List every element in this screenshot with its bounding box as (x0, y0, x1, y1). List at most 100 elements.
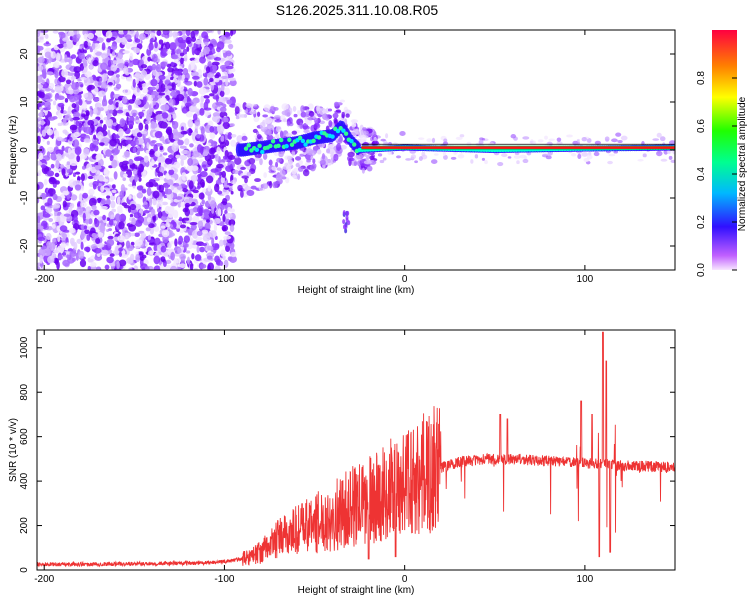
noise-blob (73, 241, 78, 250)
noise-blob (220, 135, 225, 142)
noise-blob (136, 87, 140, 93)
noise-blob (131, 129, 135, 135)
noise-blob (154, 237, 161, 246)
snr-line (37, 331, 675, 568)
noise-blob (135, 265, 139, 270)
noise-blob (155, 110, 164, 115)
scatter-blob (246, 189, 255, 197)
faint-blob (641, 141, 645, 147)
faint-blob (414, 160, 418, 164)
noise-blob (160, 47, 169, 57)
noise-blob (187, 87, 193, 97)
noise-blob (156, 243, 162, 253)
noise-blob (216, 41, 225, 50)
noise-blob (140, 64, 148, 69)
noise-blob (56, 225, 60, 232)
noise-blob (219, 64, 228, 70)
noise-blob (83, 246, 91, 252)
noise-blob (139, 33, 146, 41)
noise-blob (153, 265, 161, 270)
faint-blob (672, 149, 675, 155)
scatter-blob (312, 158, 316, 164)
noise-blob (138, 122, 144, 131)
noise-blob (215, 101, 224, 106)
scatter-blob (242, 102, 248, 110)
noise-blob (101, 249, 109, 257)
noise-blob (180, 183, 186, 187)
faint-blob (607, 160, 613, 165)
noise-blob (227, 154, 236, 160)
noise-blob (199, 171, 208, 178)
noise-blob (82, 58, 88, 68)
noise-blob (211, 206, 215, 214)
faint-blob (581, 136, 587, 142)
noise-blob (145, 149, 150, 155)
scatter-blob (240, 190, 244, 198)
y-tick-label: 10 (19, 96, 30, 108)
faint-blob (611, 138, 618, 143)
scatter-blob (274, 115, 281, 119)
noise-blob (206, 255, 213, 260)
noise-blob (199, 159, 205, 163)
noise-blob (37, 30, 41, 38)
noise-blob (116, 261, 120, 269)
noise-blob (53, 61, 60, 69)
noise-blob (122, 96, 128, 104)
noise-blob (188, 180, 194, 190)
noise-blob (155, 63, 162, 73)
scatter-blob (252, 128, 258, 134)
scatter-blob (285, 133, 293, 138)
noise-blob (55, 180, 60, 185)
noise-blob (158, 92, 166, 96)
noise-blob (199, 263, 207, 269)
noise-blob (46, 146, 54, 153)
scatter-blob (292, 174, 297, 179)
noise-blob (104, 191, 113, 196)
noise-blob (216, 146, 221, 155)
noise-blob (119, 118, 126, 128)
faint-blob (668, 155, 673, 160)
noise-blob (199, 107, 205, 116)
noise-blob (53, 46, 60, 51)
noise-blob (177, 139, 184, 146)
noise-blob (128, 267, 133, 270)
noise-blob (185, 250, 191, 254)
scatter-blob (366, 165, 373, 172)
noise-blob (196, 245, 200, 253)
noise-blob (209, 77, 214, 83)
noise-blob (212, 112, 220, 118)
noise-blob (210, 199, 217, 209)
isolated-blob (344, 228, 348, 234)
noise-blob (121, 202, 128, 207)
noise-blob (148, 206, 154, 210)
noise-blob (42, 213, 51, 218)
scatter-blob (321, 153, 326, 161)
scatter-blob (317, 149, 322, 155)
noise-blob (119, 190, 125, 198)
scatter-blob (310, 155, 314, 161)
faint-blob (405, 158, 412, 161)
noise-blob (197, 205, 204, 215)
noise-blob (70, 75, 77, 80)
noise-blob (70, 194, 78, 201)
noise-blob (160, 61, 168, 67)
noise-blob (216, 125, 225, 133)
noise-blob (169, 265, 178, 270)
noise-blob (164, 158, 173, 165)
noise-blob (192, 113, 198, 121)
noise-blob (201, 199, 205, 205)
noise-blob (181, 106, 189, 114)
noise-blob (105, 198, 111, 206)
noise-blob (73, 131, 80, 138)
noise-blob (51, 89, 55, 93)
noise-blob (100, 205, 108, 210)
scatter-blob (262, 183, 269, 189)
noise-blob (122, 173, 128, 178)
scatter-blob (294, 156, 302, 161)
noise-blob (172, 221, 177, 229)
scatter-blob (250, 185, 257, 190)
noise-blob (53, 100, 57, 106)
noise-blob (146, 113, 151, 122)
x-tick-label: -200 (34, 274, 54, 285)
scatter-blob (327, 108, 333, 112)
